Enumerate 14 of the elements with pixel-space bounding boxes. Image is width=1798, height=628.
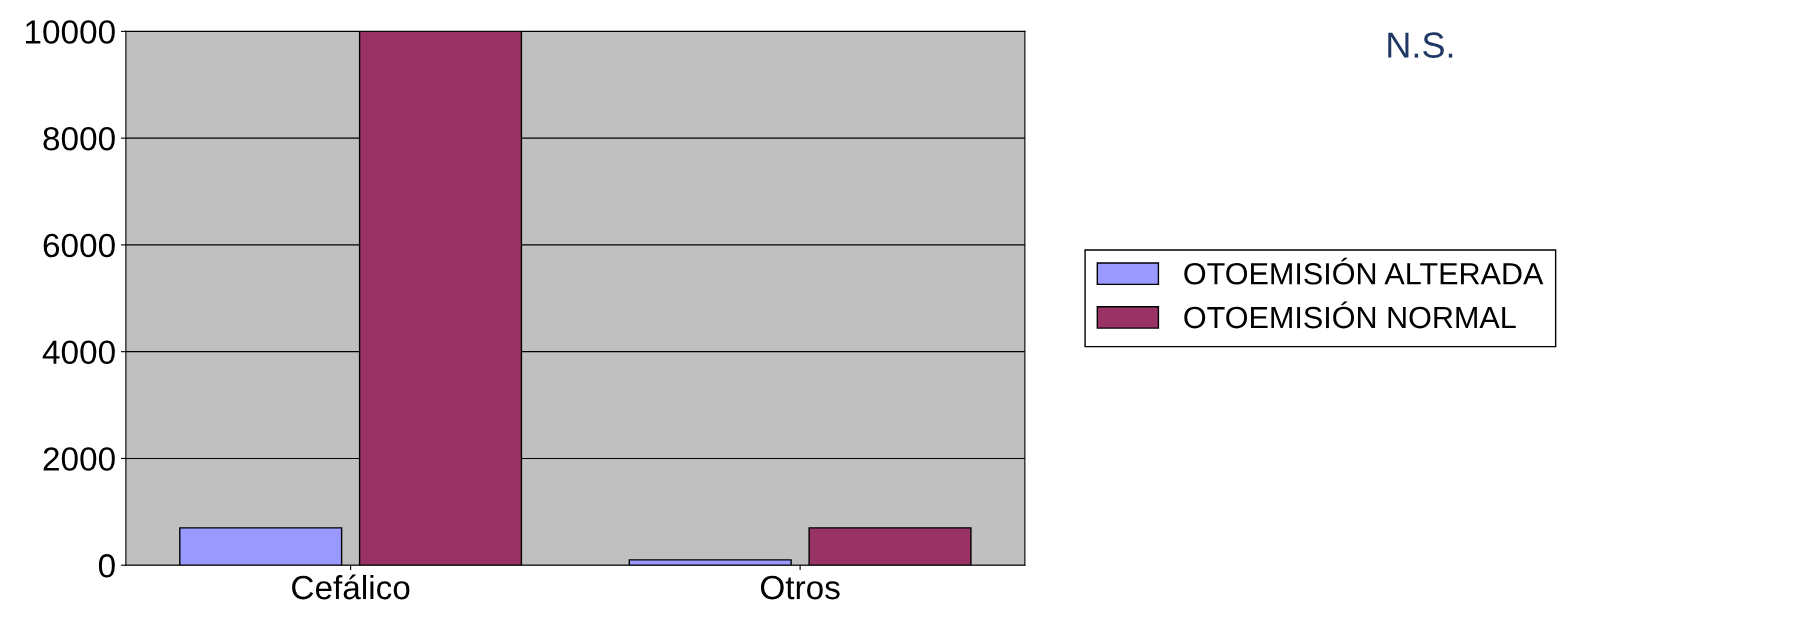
x-tick-label: Cefálico (292, 574, 410, 600)
y-tick-label: 10000 (26, 20, 115, 44)
legend-label: OTOEMISIÓN NORMAL (1184, 301, 1516, 329)
bar (179, 527, 343, 566)
y-tick-label: 8000 (43, 126, 115, 151)
text: N.S. (1388, 32, 1453, 58)
bar (808, 527, 972, 566)
legend-label: OTOEMISIÓN ALTERADA (1184, 257, 1544, 285)
y-tick-label: 0 (98, 554, 115, 578)
x-tick-label: Otros (760, 575, 840, 600)
bar (628, 559, 792, 566)
y-tick-label: 4000 (42, 340, 115, 365)
y-tick-label: 6000 (43, 233, 115, 258)
y-tick-label: 2000 (43, 447, 115, 471)
